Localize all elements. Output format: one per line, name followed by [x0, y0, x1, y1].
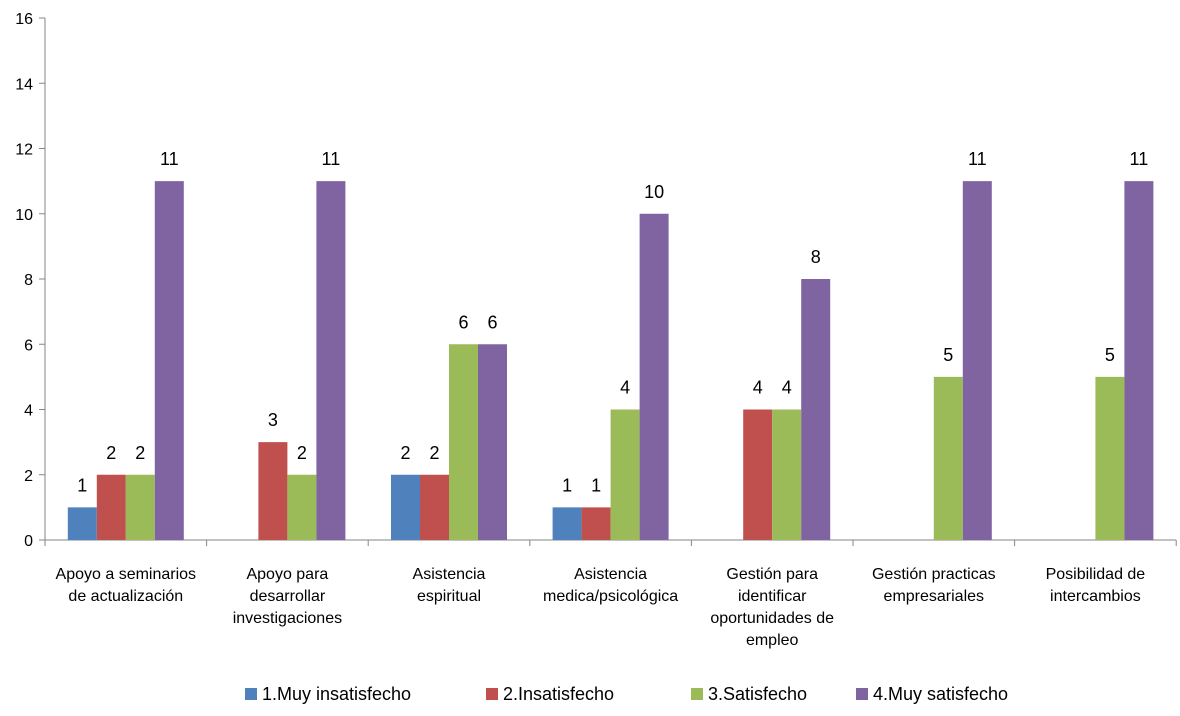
bar	[316, 181, 346, 540]
bar	[962, 181, 992, 540]
y-tick-label: 16	[15, 11, 33, 28]
y-tick-label: 10	[15, 207, 33, 224]
x-category-label: Apoyo a seminarios	[56, 566, 197, 583]
bar	[154, 181, 184, 540]
x-category-label: oportunidades de	[710, 610, 834, 627]
data-label: 2	[400, 443, 410, 463]
bar	[287, 474, 317, 540]
bar	[125, 474, 155, 540]
bar	[1124, 181, 1154, 540]
legend-label: 1.Muy insatisfecho	[262, 684, 411, 704]
y-tick-label: 14	[15, 76, 33, 93]
data-label: 5	[1105, 345, 1115, 365]
data-label: 10	[644, 182, 664, 202]
bar	[449, 344, 478, 540]
data-label: 6	[487, 312, 497, 332]
data-label: 11	[1130, 149, 1149, 169]
y-tick-label: 6	[24, 337, 33, 354]
bar	[478, 344, 507, 540]
legend-swatch	[245, 688, 257, 700]
bar	[581, 507, 611, 540]
x-category-label: Apoyo para	[246, 566, 328, 583]
bar	[420, 474, 449, 540]
data-label: 1	[591, 475, 601, 495]
x-category-label: Asistencia	[413, 566, 486, 583]
data-label: 11	[322, 149, 341, 169]
bar	[67, 507, 97, 540]
bar	[610, 409, 640, 540]
data-label: 11	[160, 149, 179, 169]
data-label: 4	[620, 378, 630, 398]
x-category-label: medica/psicológica	[543, 588, 678, 605]
bar	[801, 279, 831, 540]
data-label: 1	[77, 475, 87, 495]
y-tick-label: 0	[24, 533, 33, 550]
bar	[743, 409, 773, 540]
bar	[391, 474, 420, 540]
x-category-label: Gestión para	[726, 566, 818, 583]
y-tick-label: 2	[24, 468, 33, 485]
data-label: 8	[811, 247, 821, 267]
legend-swatch	[486, 688, 498, 700]
bar	[772, 409, 802, 540]
data-label: 2	[106, 443, 116, 463]
x-category-label: investigaciones	[233, 610, 342, 627]
data-label: 4	[753, 378, 763, 398]
y-tick-label: 4	[24, 403, 33, 420]
x-category-label: identificar	[738, 588, 807, 605]
bar	[258, 442, 288, 540]
bar	[639, 213, 669, 540]
x-category-label: Gestión practicas	[872, 566, 996, 583]
data-label: 2	[297, 443, 307, 463]
bar	[96, 474, 126, 540]
x-category-label: Asistencia	[574, 566, 647, 583]
data-label: 2	[429, 443, 439, 463]
data-label: 5	[943, 345, 953, 365]
x-category-label: de actualización	[68, 588, 183, 605]
x-category-label: intercambios	[1050, 588, 1141, 605]
data-label: 6	[458, 312, 468, 332]
data-label: 2	[135, 443, 145, 463]
legend-label: 4.Muy satisfecho	[873, 684, 1008, 704]
bar	[933, 376, 963, 540]
legend-swatch	[691, 688, 703, 700]
data-label: 11	[968, 149, 987, 169]
legend-label: 2.Insatisfecho	[503, 684, 614, 704]
legend-label: 3.Satisfecho	[708, 684, 807, 704]
x-category-label: desarrollar	[250, 588, 326, 605]
legend-swatch	[856, 688, 868, 700]
bar	[552, 507, 582, 540]
y-tick-label: 8	[24, 272, 33, 289]
y-tick-label: 12	[15, 142, 33, 159]
data-label: 4	[782, 378, 792, 398]
x-category-label: empresariales	[884, 588, 984, 605]
data-label: 3	[268, 410, 278, 430]
x-category-label: espiritual	[417, 588, 481, 605]
data-label: 1	[562, 475, 572, 495]
x-category-label: Posibilidad de	[1046, 566, 1146, 583]
bar	[1095, 376, 1125, 540]
x-category-label: empleo	[746, 632, 799, 649]
